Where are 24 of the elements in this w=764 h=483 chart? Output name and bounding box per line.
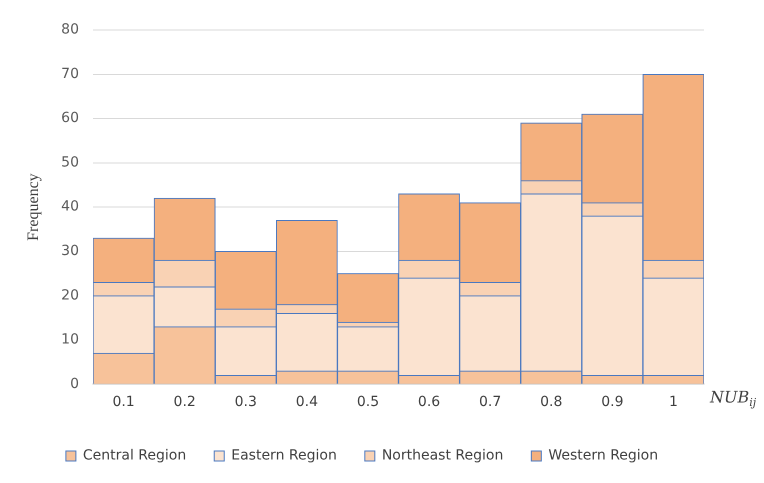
x-tick-label: 0.9 bbox=[601, 394, 624, 410]
x-tick-label: 0.8 bbox=[540, 394, 562, 410]
y-axis-title: Frequency bbox=[24, 173, 42, 241]
y-tick-label: 0 bbox=[70, 376, 80, 392]
y-tick-label: 50 bbox=[61, 154, 80, 170]
y-tick-label: 20 bbox=[61, 287, 80, 304]
y-tick-label: 10 bbox=[61, 332, 80, 348]
legend-label: Western Region bbox=[548, 448, 658, 464]
y-tick-label: 80 bbox=[61, 22, 80, 38]
legend-label: Central Region bbox=[82, 448, 186, 464]
x-tick-label: 0.6 bbox=[418, 394, 440, 410]
x-tick-label: 0.2 bbox=[174, 394, 196, 410]
x-tick-label: 0.4 bbox=[296, 394, 318, 410]
x-tick-label: 0.3 bbox=[234, 394, 257, 410]
y-tick-label: 40 bbox=[61, 198, 80, 215]
x-tick-label: 0.1 bbox=[112, 394, 135, 410]
legend-label: Northeast Region bbox=[382, 448, 504, 464]
legend-label: Eastern Region bbox=[231, 448, 337, 464]
y-tick-label: 60 bbox=[61, 110, 80, 126]
y-tick-label: 30 bbox=[61, 243, 80, 260]
x-tick-label: 1 bbox=[668, 394, 678, 410]
y-tick-label: 70 bbox=[61, 66, 80, 82]
x-tick-label: 0.7 bbox=[479, 394, 502, 410]
x-tick-label: 0.5 bbox=[356, 394, 380, 410]
